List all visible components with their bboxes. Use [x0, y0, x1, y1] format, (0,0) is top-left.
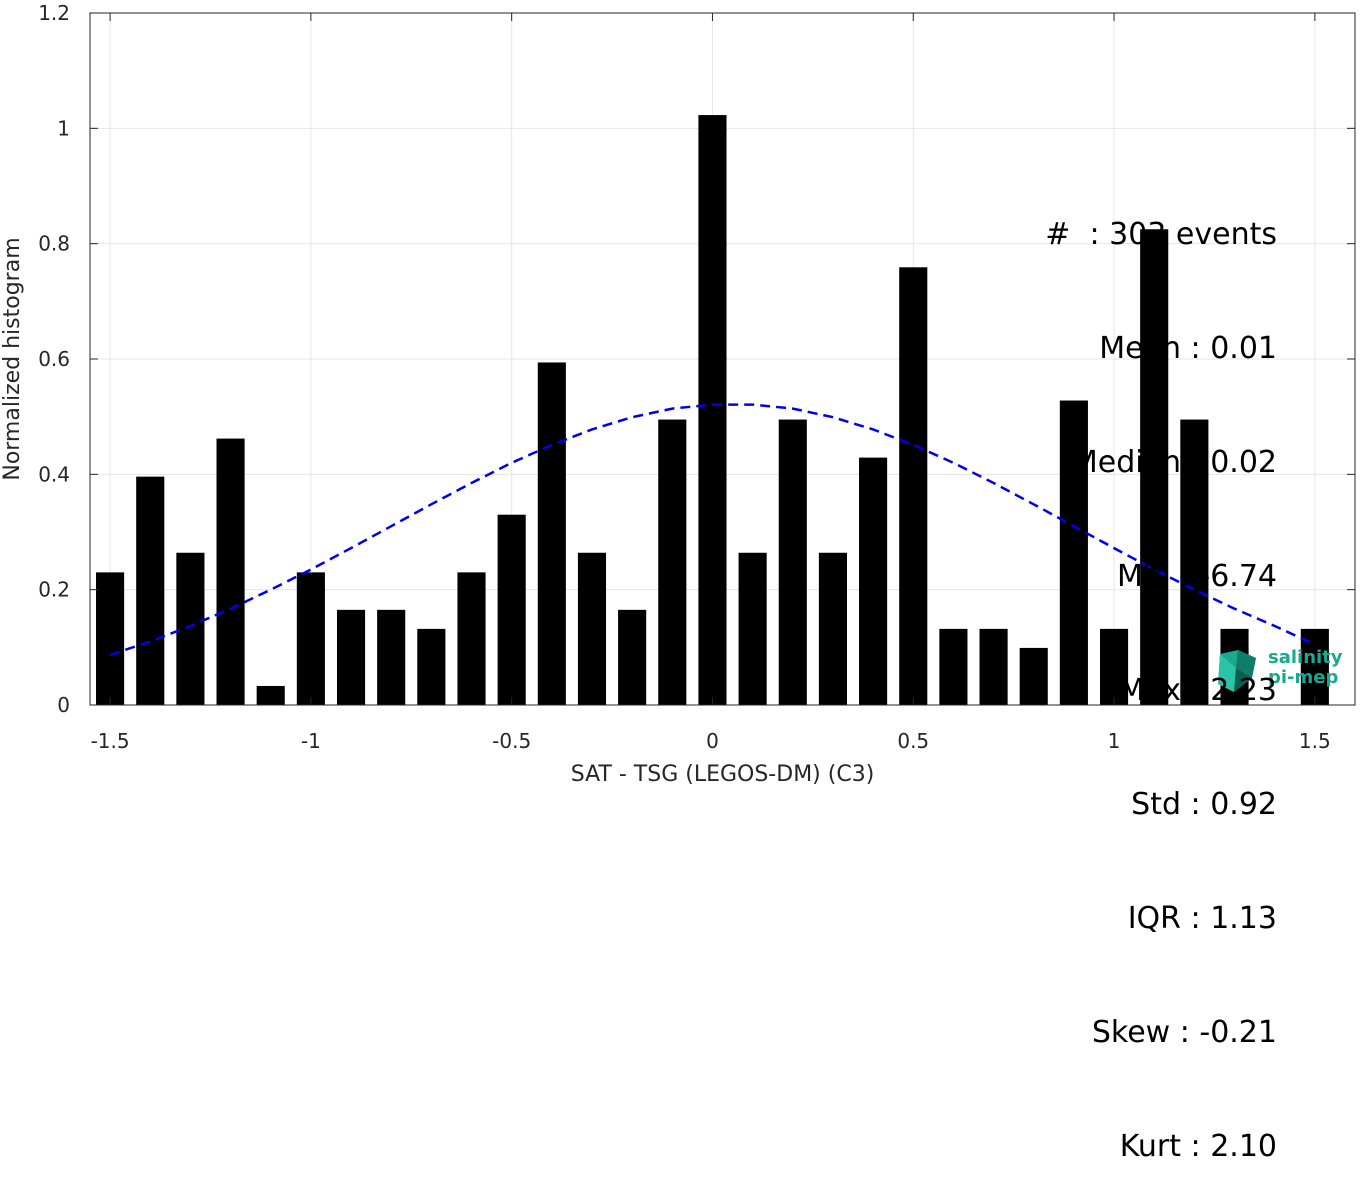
- histogram-bar: [778, 419, 807, 705]
- gaussian-fit-curve: [109, 403, 1316, 656]
- stat-min: Min : -6.74: [1116, 559, 1277, 594]
- stat-std: Std : 0.92: [1131, 787, 1277, 822]
- y-axis-label: Normalized histogram: [0, 237, 25, 480]
- x-tick-label: 0: [706, 729, 719, 753]
- histogram-bar: [497, 514, 526, 705]
- histogram-bar: [1059, 400, 1088, 705]
- histogram-bar: [899, 267, 928, 705]
- x-tick-label: 0.5: [897, 729, 929, 753]
- x-tick-label: -0.5: [492, 729, 531, 753]
- statistics-box: # : 303 events Mean : 0.01 Median : 0.02…: [1045, 140, 1277, 1204]
- y-tick-label: 0.4: [38, 462, 70, 486]
- histogram-bar: [96, 572, 125, 705]
- salinity-pi-mep-logo: salinity pi-mep: [1216, 646, 1346, 696]
- stat-kurt: Kurt : 2.10: [1119, 1129, 1277, 1164]
- histogram-bar: [738, 552, 767, 705]
- stat-mean: Mean : 0.01: [1099, 331, 1277, 366]
- bars: [96, 115, 1329, 705]
- logo-line-2: pi-mep: [1268, 667, 1339, 688]
- histogram-bar: [296, 572, 325, 705]
- histogram-bar: [457, 572, 486, 705]
- histogram-bar: [979, 628, 1008, 705]
- stat-median: Median : 0.02: [1071, 445, 1277, 480]
- histogram-bar: [818, 552, 847, 705]
- logo-line-1: salinity: [1268, 647, 1343, 668]
- x-tick-label: -1: [301, 729, 321, 753]
- histogram-bar: [698, 115, 727, 705]
- histogram-bar: [417, 628, 446, 705]
- x-tick-labels: -1.5 -1 -0.5 0 0.5 1 1.5: [91, 729, 1331, 753]
- histogram-chart: -1.5 -1 -0.5 0 0.5 1 1.5 0 0.2 0.4 0.6 0.8 1 1.2 SAT…: [0, 1, 1356, 785]
- histogram-bar: [176, 552, 205, 705]
- histogram-bar: [939, 628, 968, 705]
- histogram-bar: [1140, 229, 1169, 705]
- y-tick-label: 0.2: [38, 578, 70, 602]
- logo-mark-icon: [1218, 650, 1256, 692]
- y-tick-label: 1.2: [38, 1, 70, 25]
- x-axis-label: SAT - TSG (LEGOS-DM) (C3): [571, 762, 875, 785]
- x-tick-label: -1.5: [91, 729, 130, 753]
- histogram-bar: [859, 457, 888, 705]
- stat-iqr: IQR : 1.13: [1127, 901, 1277, 936]
- histogram-bar: [216, 438, 245, 705]
- y-tick-labels: 0 0.2 0.4 0.6 0.8 1 1.2: [38, 1, 70, 717]
- histogram-bar: [1099, 628, 1129, 705]
- histogram-bar: [256, 685, 285, 705]
- histogram-bar: [336, 609, 366, 705]
- tick-marks: [90, 12, 1355, 706]
- histogram-bar: [136, 476, 165, 705]
- stat-count: # : 303 events: [1045, 217, 1277, 252]
- x-tick-label: 1.5: [1299, 729, 1331, 753]
- logo-text: salinity pi-mep: [1268, 648, 1343, 688]
- fit-curve-layer: [109, 403, 1316, 656]
- histogram-bar: [658, 419, 687, 705]
- stat-skew: Skew : -0.21: [1091, 1015, 1277, 1050]
- histogram-bar: [537, 362, 566, 705]
- y-tick-label: 0.8: [38, 232, 70, 256]
- y-tick-label: 0: [57, 693, 70, 717]
- histogram-bar: [577, 552, 607, 705]
- histogram-bar: [1180, 419, 1209, 705]
- histogram-bar: [1019, 647, 1048, 705]
- x-tick-label: 1: [1108, 729, 1121, 753]
- stat-max: Max : 2.23: [1119, 673, 1277, 708]
- y-tick-label: 1: [57, 116, 70, 140]
- y-tick-label: 0.6: [38, 347, 70, 371]
- histogram-bar: [618, 609, 647, 705]
- histogram-bar: [377, 609, 406, 705]
